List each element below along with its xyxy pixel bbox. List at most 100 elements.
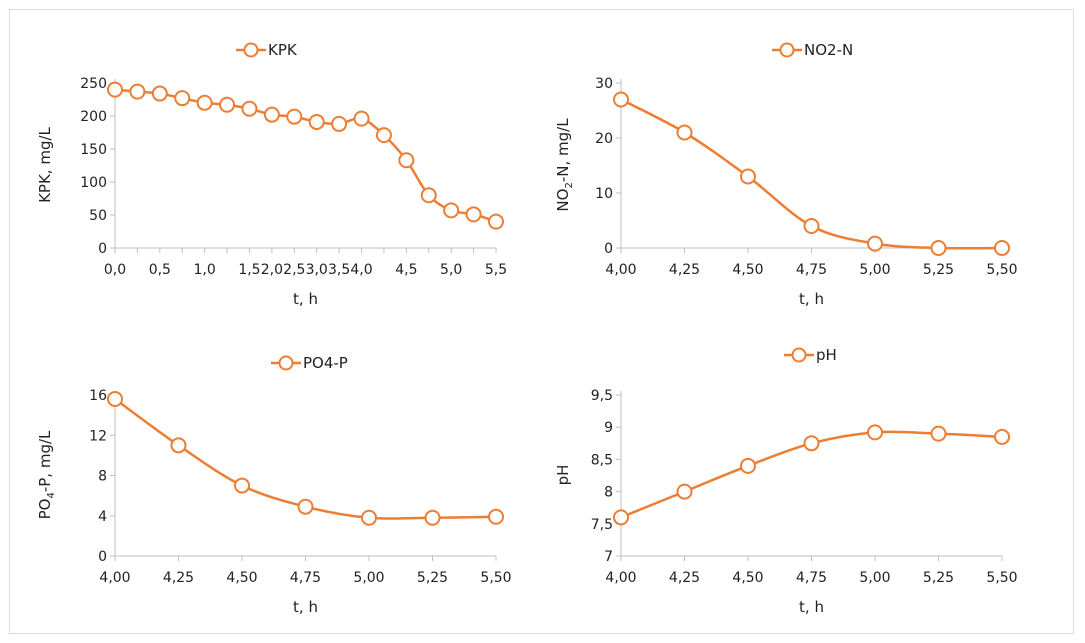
y-tick-label: 10 xyxy=(595,186,613,202)
chart-panel-4: 7 7,5 8 8,5 9 9,5 4,00 4,25 4,50 4,75 5,00 5,25 5,50… xyxy=(554,346,1018,616)
chart-panel-3: 0 4 8 12 16 4,00 4,25 4,50 4,75 5,00 5,25 5,50 t, h P… xyxy=(36,354,512,616)
y-tick-label: 8,5 xyxy=(591,452,613,468)
legend-marker xyxy=(243,42,259,58)
data-point xyxy=(867,424,883,441)
data-point xyxy=(308,113,325,130)
legend-marker xyxy=(791,347,807,363)
data-point xyxy=(676,483,693,500)
data-point xyxy=(613,509,629,526)
x-tick-label: 4,50 xyxy=(226,570,257,586)
y-tick-label: 7,5 xyxy=(591,517,613,533)
data-point xyxy=(129,83,146,100)
x-tick-label: 4,75 xyxy=(796,570,827,586)
x-tick-label: 4,50 xyxy=(732,570,763,586)
x-tick-label: 1,5 xyxy=(238,262,260,278)
legend-label: KPK xyxy=(268,41,298,59)
y-tick-label: 12 xyxy=(89,428,107,444)
data-point xyxy=(263,106,280,123)
x-tick-label: 5,00 xyxy=(859,262,890,278)
legend-marker xyxy=(278,355,294,371)
y-tick-label: 9,5 xyxy=(591,388,613,404)
data-point xyxy=(930,425,947,442)
data-point xyxy=(803,218,820,234)
y-tick-label: 0 xyxy=(98,241,107,257)
y-axis-title: KPK, mg/L xyxy=(36,126,54,202)
x-tick-label: 1,0 xyxy=(194,262,216,278)
y-axis-title: PO4-P, mg/L xyxy=(36,430,57,519)
y-tick-label: 8 xyxy=(98,469,107,485)
data-point xyxy=(219,96,236,113)
data-point xyxy=(241,100,258,117)
legend-label: NO2-N xyxy=(804,41,853,59)
x-tick-label: 4,00 xyxy=(99,570,130,586)
x-tick-label: 4,0 xyxy=(350,262,372,278)
y-tick-label: 8 xyxy=(604,485,613,501)
data-point xyxy=(286,108,303,125)
x-tick-label: 5,0 xyxy=(440,262,462,278)
x-tick-label: 5,50 xyxy=(480,570,511,586)
y-tick-label: 100 xyxy=(80,175,107,191)
series-line xyxy=(114,88,497,223)
data-point xyxy=(740,168,756,185)
x-tick-label: 4,25 xyxy=(669,570,700,586)
y-tick-label: 9 xyxy=(604,420,613,436)
x-tick-label: 4,75 xyxy=(796,262,827,278)
y-tick-label: 250 xyxy=(80,76,107,92)
x-tick-label: 5,00 xyxy=(353,570,384,586)
y-tick-label: 0 xyxy=(98,549,107,565)
data-point xyxy=(107,81,123,98)
data-point xyxy=(465,206,482,223)
y-tick-label: 150 xyxy=(80,142,107,158)
data-point xyxy=(488,213,504,230)
x-tick-label: 4,00 xyxy=(605,570,636,586)
data-point xyxy=(398,152,415,169)
legend: pH xyxy=(784,346,837,364)
x-tick-label: 5,25 xyxy=(417,570,448,586)
x-tick-label: 2,0 xyxy=(261,262,283,278)
x-axis-title: t, h xyxy=(799,290,824,308)
data-point xyxy=(353,110,370,127)
legend-marker xyxy=(779,42,795,58)
x-tick-label: 3,5 xyxy=(328,262,350,278)
y-tick-label: 4 xyxy=(98,509,107,525)
y-tick-label: 30 xyxy=(595,76,613,92)
data-point xyxy=(803,435,820,452)
x-tick-label: 4,50 xyxy=(732,262,763,278)
x-tick-label: 5,50 xyxy=(986,262,1017,278)
x-tick-label: 5,25 xyxy=(923,262,954,278)
legend: PO4-P xyxy=(271,354,348,372)
y-tick-label: 16 xyxy=(89,388,107,404)
x-tick-label: 0,5 xyxy=(149,262,171,278)
x-tick-label: 5,25 xyxy=(923,570,954,586)
data-point xyxy=(234,477,250,494)
data-point xyxy=(151,85,168,102)
data-point xyxy=(375,127,392,144)
data-point xyxy=(488,508,504,525)
data-point xyxy=(170,437,187,454)
data-point xyxy=(107,391,123,408)
y-axis-title: pH xyxy=(554,465,572,486)
y-tick-label: 20 xyxy=(595,131,613,147)
x-axis-title: t, h xyxy=(799,598,824,616)
x-tick-label: 4,75 xyxy=(290,570,321,586)
y-tick-label: 50 xyxy=(89,208,107,224)
data-point xyxy=(994,428,1010,445)
figure-frame xyxy=(9,9,1074,634)
data-point xyxy=(930,240,947,256)
data-point xyxy=(443,202,460,219)
y-tick-label: 200 xyxy=(80,109,107,125)
data-point xyxy=(867,235,883,252)
x-tick-label: 5,50 xyxy=(986,570,1017,586)
legend-label: PO4-P xyxy=(303,354,348,372)
x-tick-label: 2,5 xyxy=(283,262,305,278)
data-point xyxy=(424,509,441,526)
x-tick-label: 5,00 xyxy=(859,570,890,586)
data-point xyxy=(361,509,377,526)
x-tick-label: 3,0 xyxy=(306,262,328,278)
x-tick-label: 5,5 xyxy=(485,262,507,278)
legend-label: pH xyxy=(816,346,837,364)
data-point xyxy=(331,115,348,132)
data-point xyxy=(297,498,314,515)
